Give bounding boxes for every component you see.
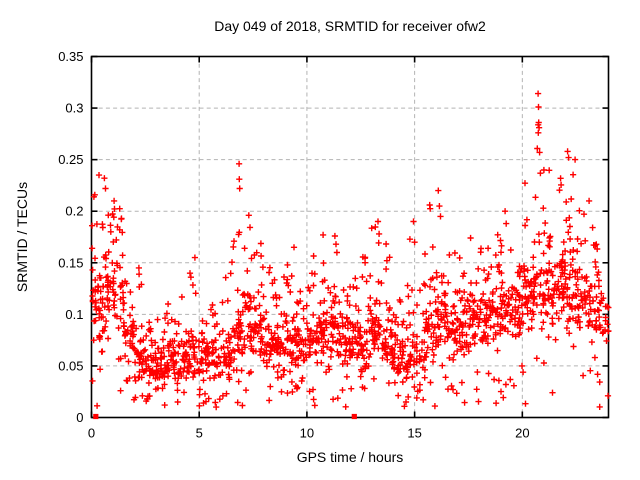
svg-text:10: 10 bbox=[300, 426, 314, 441]
x-axis-label: GPS time / hours bbox=[297, 449, 404, 465]
svg-text:0.2: 0.2 bbox=[65, 204, 83, 219]
svg-text:15: 15 bbox=[407, 426, 421, 441]
svg-text:0.15: 0.15 bbox=[58, 255, 83, 270]
svg-text:0.05: 0.05 bbox=[58, 358, 83, 373]
svg-text:0.35: 0.35 bbox=[58, 49, 83, 64]
svg-text:5: 5 bbox=[196, 426, 203, 441]
plot-border bbox=[90, 55, 610, 419]
svg-text:20: 20 bbox=[515, 426, 529, 441]
chart-title: Day 049 of 2018, SRMTID for receiver ofw… bbox=[214, 18, 486, 34]
svg-text:0: 0 bbox=[88, 426, 95, 441]
svg-text:0: 0 bbox=[76, 410, 83, 425]
y-axis-label: SRMTID / TECUs bbox=[14, 182, 30, 292]
svg-text:0.3: 0.3 bbox=[65, 101, 83, 116]
svg-text:0.25: 0.25 bbox=[58, 152, 83, 167]
svg-text:0.1: 0.1 bbox=[65, 307, 83, 322]
grid-lines bbox=[91, 56, 609, 418]
tick-labels: 0 5 10 15 20 0 0.05 0.1 0.15 0.2 0.25 0.3 0.35 bbox=[58, 49, 529, 441]
data-points bbox=[89, 90, 612, 420]
